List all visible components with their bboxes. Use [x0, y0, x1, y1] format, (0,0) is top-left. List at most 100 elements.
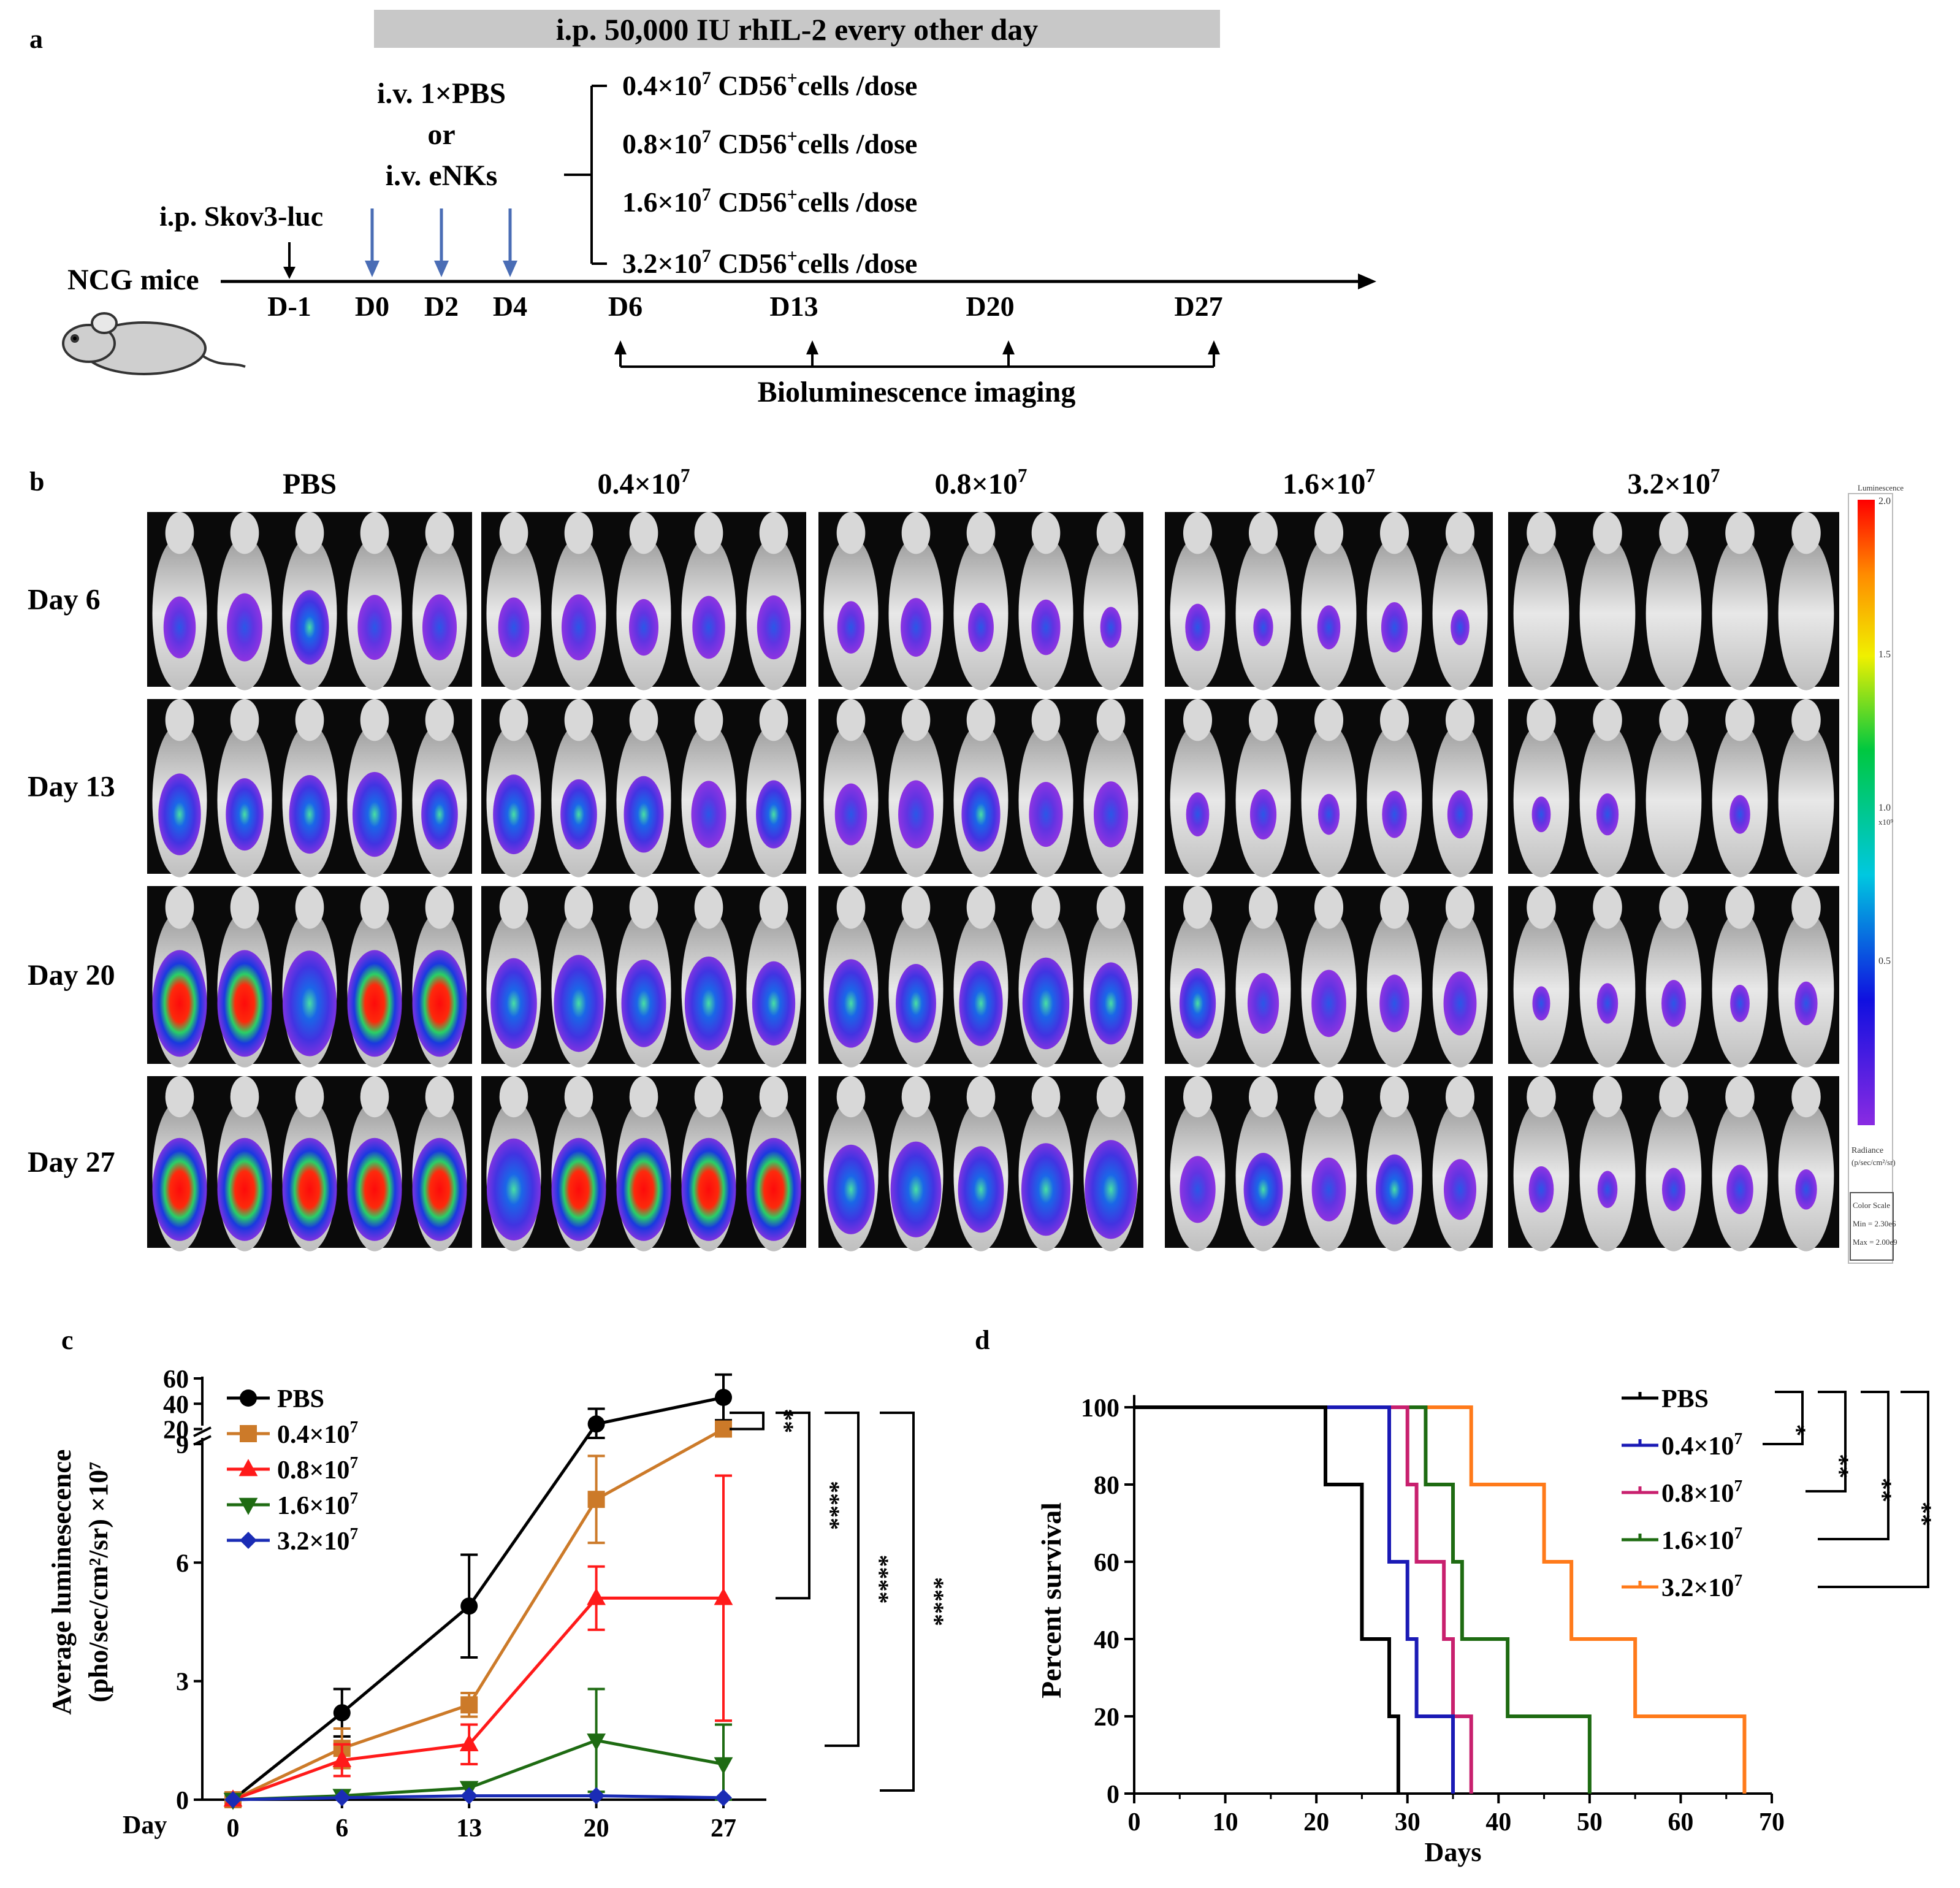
mouse-head [1791, 699, 1821, 741]
survival-curve [1134, 1405, 1592, 1794]
data-marker [240, 1532, 257, 1549]
luminescence-signal [561, 594, 597, 660]
imaging-grid [147, 512, 1839, 1252]
mouse-head [1725, 512, 1755, 554]
luminescence-signal [1029, 782, 1063, 847]
y-axis-label: Percent survival [1035, 1502, 1067, 1699]
significance-bracket [1806, 1391, 1847, 1492]
mouse-head [165, 699, 194, 741]
day-label: D0 [355, 291, 389, 322]
data-marker [714, 1757, 733, 1775]
x-tick-label: 13 [456, 1814, 482, 1843]
luminescence-signal [621, 960, 666, 1047]
panel-label-a: a [29, 24, 43, 54]
luminescence-signal [757, 595, 791, 660]
mouse-head [499, 699, 528, 741]
data-marker [460, 1787, 478, 1805]
treatment-line-2: or [427, 118, 455, 151]
imaging-bracket [619, 351, 1215, 368]
mouse-head [1096, 699, 1126, 741]
mouse-head [1593, 886, 1622, 929]
x-tick-label: 60 [1668, 1808, 1693, 1836]
mouse-head [165, 1076, 194, 1118]
day-label: D2 [424, 291, 459, 322]
mouse-head [1725, 1076, 1755, 1118]
mouse-head [1031, 512, 1061, 554]
luminescence-signal [226, 778, 264, 851]
luminescence-signal [282, 1137, 337, 1241]
axis-break [193, 1426, 212, 1437]
row-label: Day 27 [28, 1146, 115, 1179]
luminescence-signal [1597, 1171, 1618, 1209]
significance-bracket [1818, 1391, 1929, 1588]
mouse-head [836, 886, 866, 929]
significance-label: **** [921, 1577, 949, 1626]
panel-label-b: b [29, 467, 44, 497]
survival-curve [1134, 1405, 1747, 1794]
mouse-head [966, 1076, 996, 1118]
luminescence-signal [890, 1141, 942, 1237]
day-label: D27 [1174, 291, 1222, 322]
mouse-head [295, 1076, 324, 1118]
luminescence-signal [1085, 1140, 1137, 1239]
mouse-head [564, 512, 593, 554]
mouse-head [901, 512, 931, 554]
mouse-head [1248, 699, 1278, 741]
mouse-head [966, 512, 996, 554]
luminescence-signal [1093, 781, 1129, 847]
mouse-head [1791, 512, 1821, 554]
significance-bracket [776, 1411, 810, 1600]
data-marker [587, 1588, 606, 1605]
mouse-head [1031, 699, 1061, 741]
luminescence-signal [681, 1137, 736, 1241]
x-tick-label: 70 [1759, 1808, 1785, 1836]
dose-bracket [564, 85, 607, 265]
data-marker [715, 1420, 732, 1438]
mouse-head [1659, 886, 1688, 929]
luminescence-signal [684, 956, 733, 1050]
day-label: D20 [966, 291, 1014, 322]
mouse-head [1379, 512, 1409, 554]
luminescence-signal [1379, 974, 1409, 1033]
day-label: D-1 [267, 291, 311, 322]
mouse-head [629, 512, 658, 554]
luminescence-signal [1729, 795, 1750, 834]
luminescence-signal [289, 774, 330, 854]
timeline-days: D-1 D0 D2 D4 D6 D13 D20 D27 [267, 291, 1222, 322]
data-marker [240, 1425, 257, 1442]
luminescence-signal [1311, 1157, 1346, 1221]
luminescence-signal [961, 777, 1001, 852]
mouse-body [1513, 536, 1569, 690]
mouse-head [1031, 1076, 1061, 1118]
luminescence-signal [827, 1144, 875, 1234]
luminescence-signal [837, 601, 865, 654]
luminescence-signal [217, 950, 272, 1057]
treatment-line-1: i.v. 1×PBS [377, 77, 506, 110]
mouse-head [1593, 1076, 1622, 1118]
luminescence-signal [290, 590, 329, 665]
y-tick-label: 60 [163, 1366, 189, 1394]
y-tick-label: 3 [176, 1668, 189, 1697]
mouse-head [295, 512, 324, 554]
row-label: Day 20 [28, 959, 115, 992]
x-axis-label: Day [123, 1811, 167, 1840]
x-tick-label: 20 [584, 1814, 609, 1843]
significance-label: ** [1869, 1478, 1897, 1502]
significance-label: ** [1826, 1454, 1854, 1478]
survival-chart: 0 20 40 60 80 100 0 10 20 30 40 50 60 70 Days Percent s… [1035, 1385, 1937, 1867]
luminescence-signal [1531, 797, 1551, 833]
luminescence-signal [498, 597, 530, 657]
luminescence-signal [1726, 1164, 1753, 1215]
mouse-head [1183, 886, 1213, 929]
luminescence-signal [623, 776, 664, 853]
treatment-line-3: i.v. eNKs [386, 159, 498, 192]
luminescence-signal [1185, 603, 1210, 651]
mouse-head [901, 699, 931, 741]
mouse-head [165, 512, 194, 554]
luminescence-signal [1179, 968, 1216, 1039]
legend-label: 3.2×107 [277, 1524, 358, 1556]
luminescence-signal [958, 1146, 1004, 1233]
mouse-head [966, 886, 996, 929]
